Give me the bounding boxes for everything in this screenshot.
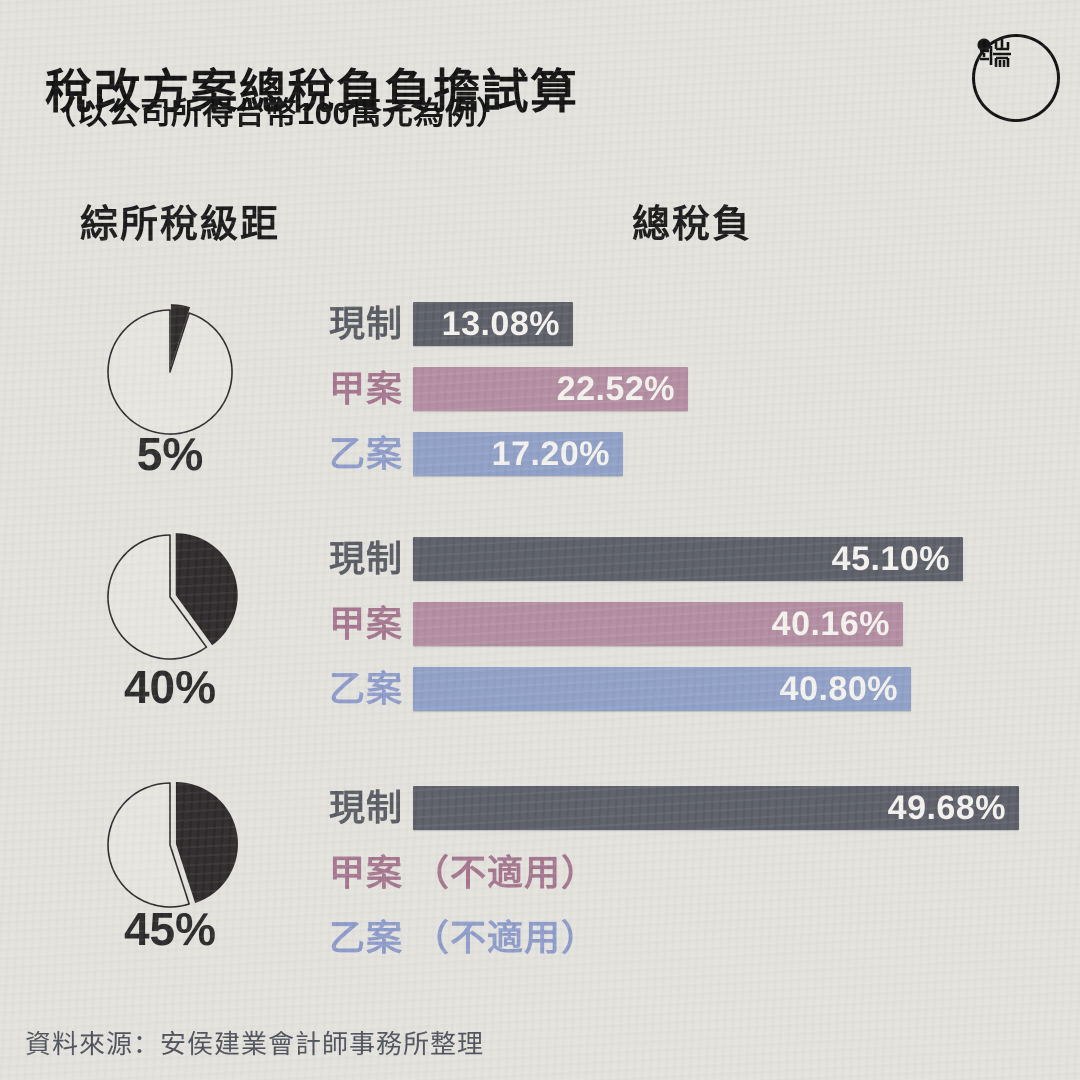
bar: 40.16% (413, 602, 903, 646)
bar-row: 乙案 （不適用） (300, 916, 1060, 960)
pie-bracket-label: 40% (123, 661, 217, 713)
bar-row: 現制 13.08% (300, 302, 1060, 346)
bar-value: 40.16% (771, 604, 890, 643)
bar-row: 乙案 40.80% (300, 667, 1060, 711)
bar: 22.52% (413, 367, 688, 411)
not-applicable-note: （不適用） (413, 852, 599, 893)
bar-row: 甲案 40.16% (300, 602, 1060, 646)
row-label: 甲案 (328, 852, 403, 893)
bar: 45.10% (413, 537, 963, 581)
bar-value: 45.10% (831, 539, 950, 578)
row-label: 甲案 (328, 368, 403, 409)
bar-value: 40.80% (779, 669, 898, 708)
bar-track: 40.80% (413, 667, 1060, 711)
pie-chart-bracket-45pct (107, 782, 238, 908)
bar-group-45pct: 現制 49.68% 甲案 （不適用） 乙案 （不適用） (300, 786, 1060, 981)
bar-row: 現制 45.10% (300, 537, 1060, 581)
bar-group-40pct: 現制 45.10% 甲案 40.16% 乙案 40.80% (300, 537, 1060, 732)
pie-chart-bracket-40pct (107, 533, 238, 660)
bar-track: 13.08% (413, 302, 1060, 346)
page-subtitle: （以公司所得台幣100萬元為例） (45, 96, 508, 131)
pie-bracket-label: 5% (136, 428, 204, 480)
not-applicable-note: （不適用） (413, 917, 599, 958)
row-label: 乙案 (328, 917, 403, 958)
bar-value: 13.08% (441, 304, 560, 343)
bar-row: 甲案 （不適用） (300, 851, 1060, 895)
source-note: 資料來源：安侯建業會計師事務所整理 (25, 1029, 485, 1059)
bar-track: （不適用） (413, 851, 1060, 895)
row-label: 現制 (328, 787, 403, 828)
bar-track: 49.68% (413, 786, 1060, 830)
bar-track: 40.16% (413, 602, 1060, 646)
page-title: 稅改方案總稅負負擔試算 (45, 65, 579, 119)
bar-track: （不適用） (413, 916, 1060, 960)
column-header-total-tax: 總稅負 (632, 204, 753, 246)
bar-track: 45.10% (413, 537, 1060, 581)
pie-chart-bracket-5pct (107, 304, 233, 435)
row-label: 乙案 (328, 433, 403, 474)
bar-track: 17.20% (413, 432, 1060, 476)
initium-media-logo-icon (972, 34, 1060, 122)
bar: 40.80% (413, 667, 911, 711)
row-label: 甲案 (328, 603, 403, 644)
row-label: 現制 (328, 538, 403, 579)
bar-row: 甲案 22.52% (300, 367, 1060, 411)
row-label: 乙案 (328, 668, 403, 709)
bar: 49.68% (413, 786, 1019, 830)
bar-row: 現制 49.68% (300, 786, 1060, 830)
bar-row: 乙案 17.20% (300, 432, 1060, 476)
pie-bracket-label: 45% (123, 903, 217, 955)
row-label: 現制 (328, 303, 403, 344)
bar-value: 22.52% (556, 369, 675, 408)
bar-group-5pct: 現制 13.08% 甲案 22.52% 乙案 17.20% (300, 302, 1060, 497)
bar-value: 17.20% (491, 434, 610, 473)
bar-track: 22.52% (413, 367, 1060, 411)
bar: 13.08% (413, 302, 573, 346)
bar-value: 49.68% (887, 788, 1006, 827)
bar: 17.20% (413, 432, 623, 476)
column-header-tax-bracket: 綜所稅級距 (80, 204, 281, 246)
